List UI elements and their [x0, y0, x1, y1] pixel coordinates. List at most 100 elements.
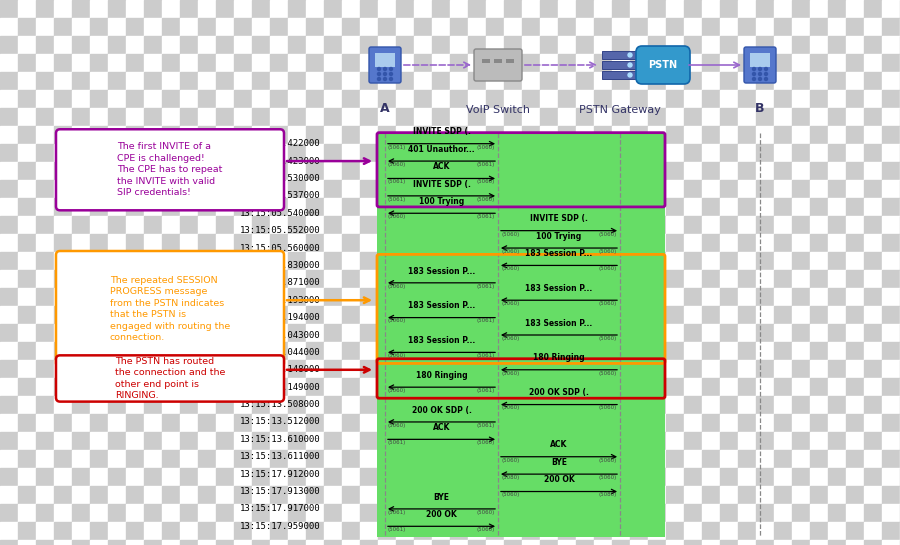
Bar	[720, 306, 738, 324]
Text: 13:15:05.552000: 13:15:05.552000	[239, 226, 320, 235]
Bar	[666, 36, 684, 54]
Bar	[684, 504, 702, 522]
Bar	[522, 234, 540, 252]
Bar	[792, 90, 810, 108]
Bar	[576, 360, 594, 378]
Bar	[486, 162, 504, 180]
Bar	[414, 450, 432, 468]
Text: (5080): (5080)	[598, 492, 617, 498]
Text: (5060): (5060)	[501, 458, 519, 463]
Bar	[324, 108, 342, 126]
Bar	[306, 396, 324, 414]
Bar	[18, 234, 36, 252]
Bar	[144, 396, 162, 414]
Bar	[108, 450, 126, 468]
Text: (5060): (5060)	[388, 353, 406, 358]
Bar	[432, 432, 450, 450]
Text: (5061): (5061)	[477, 214, 495, 219]
Bar	[810, 72, 828, 90]
Bar	[792, 252, 810, 270]
Bar	[270, 144, 288, 162]
Bar	[846, 108, 864, 126]
Bar	[576, 396, 594, 414]
Text: VoIP Switch: VoIP Switch	[466, 105, 530, 115]
Circle shape	[390, 72, 392, 76]
Bar	[846, 540, 864, 545]
Bar	[810, 486, 828, 504]
Bar	[72, 180, 90, 198]
Bar	[108, 288, 126, 306]
Bar	[468, 54, 486, 72]
Bar	[666, 234, 684, 252]
Bar	[720, 414, 738, 432]
Bar	[288, 414, 306, 432]
Bar	[18, 252, 36, 270]
Text: (5060): (5060)	[388, 162, 406, 167]
Circle shape	[390, 77, 392, 81]
Bar	[864, 72, 882, 90]
Text: INVITE SDP (.: INVITE SDP (.	[412, 128, 471, 136]
Bar	[180, 162, 198, 180]
Bar	[450, 72, 468, 90]
Bar	[36, 252, 54, 270]
Bar	[738, 18, 756, 36]
Bar	[378, 360, 396, 378]
Bar	[720, 270, 738, 288]
Bar	[792, 414, 810, 432]
Bar	[864, 378, 882, 396]
Bar	[360, 36, 378, 54]
Bar	[18, 108, 36, 126]
Bar	[666, 90, 684, 108]
Bar	[864, 396, 882, 414]
Bar	[702, 324, 720, 342]
Bar	[234, 306, 252, 324]
Bar	[144, 234, 162, 252]
Bar	[54, 486, 72, 504]
Bar	[342, 486, 360, 504]
Bar	[162, 540, 180, 545]
Bar	[774, 378, 792, 396]
Bar	[792, 306, 810, 324]
Bar	[288, 378, 306, 396]
Bar	[576, 198, 594, 216]
Bar	[828, 414, 846, 432]
Bar	[306, 108, 324, 126]
Bar	[162, 18, 180, 36]
Bar	[72, 360, 90, 378]
Bar	[378, 198, 396, 216]
Bar	[126, 396, 144, 414]
Text: (5060): (5060)	[477, 440, 495, 445]
Bar	[306, 72, 324, 90]
Bar	[864, 450, 882, 468]
Bar	[846, 288, 864, 306]
Bar	[252, 144, 270, 162]
Bar	[810, 234, 828, 252]
Bar	[0, 396, 18, 414]
Bar	[846, 522, 864, 540]
Bar	[234, 270, 252, 288]
Bar	[432, 486, 450, 504]
Bar	[864, 504, 882, 522]
Bar	[882, 432, 900, 450]
Bar	[810, 36, 828, 54]
Bar	[828, 504, 846, 522]
Bar	[432, 234, 450, 252]
Bar	[630, 162, 648, 180]
Bar	[36, 162, 54, 180]
Bar	[36, 324, 54, 342]
Bar	[810, 252, 828, 270]
Bar	[666, 468, 684, 486]
Text: (5060): (5060)	[477, 510, 495, 515]
Bar	[522, 378, 540, 396]
Bar	[738, 144, 756, 162]
Bar	[792, 342, 810, 360]
Bar	[324, 360, 342, 378]
Bar	[288, 162, 306, 180]
Bar	[90, 198, 108, 216]
Bar	[90, 180, 108, 198]
Bar	[702, 360, 720, 378]
Bar	[558, 36, 576, 54]
Bar	[738, 36, 756, 54]
Bar	[414, 198, 432, 216]
Bar	[468, 540, 486, 545]
